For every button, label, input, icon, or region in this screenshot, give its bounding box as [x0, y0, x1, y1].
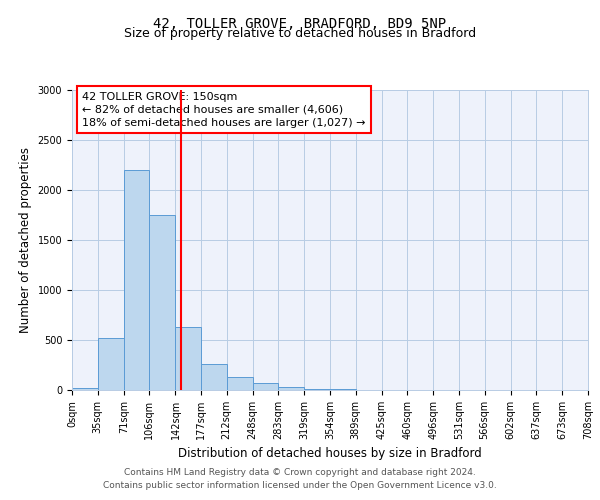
Bar: [72, 388, 98, 390]
Text: Size of property relative to detached houses in Bradford: Size of property relative to detached ho…: [124, 28, 476, 40]
Bar: [98, 338, 124, 390]
Bar: [253, 383, 278, 390]
Text: 42, TOLLER GROVE, BRADFORD, BD9 5NP: 42, TOLLER GROVE, BRADFORD, BD9 5NP: [154, 18, 446, 32]
Bar: [227, 377, 253, 390]
Bar: [175, 327, 201, 390]
Y-axis label: Number of detached properties: Number of detached properties: [19, 147, 32, 333]
Bar: [149, 215, 175, 390]
Text: Contains HM Land Registry data © Crown copyright and database right 2024.: Contains HM Land Registry data © Crown c…: [124, 468, 476, 477]
Bar: [330, 389, 356, 390]
Bar: [304, 388, 330, 390]
Text: Contains public sector information licensed under the Open Government Licence v3: Contains public sector information licen…: [103, 480, 497, 490]
Bar: [124, 170, 149, 390]
Bar: [201, 364, 227, 390]
X-axis label: Distribution of detached houses by size in Bradford: Distribution of detached houses by size …: [178, 448, 482, 460]
Text: 42 TOLLER GROVE: 150sqm
← 82% of detached houses are smaller (4,606)
18% of semi: 42 TOLLER GROVE: 150sqm ← 82% of detache…: [82, 92, 366, 128]
Bar: [278, 387, 304, 390]
